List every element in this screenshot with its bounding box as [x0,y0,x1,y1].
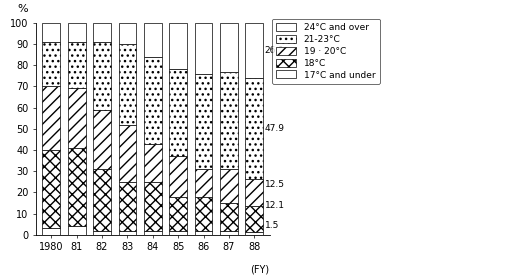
Bar [68,88,85,148]
Bar [144,57,162,144]
Bar [246,23,263,78]
Bar [195,230,212,235]
Bar [68,148,85,226]
Bar [93,230,111,235]
Bar [246,206,263,232]
Bar [195,23,212,74]
Bar [195,169,212,197]
Bar [169,69,187,156]
Bar [68,23,85,42]
Bar [42,150,60,229]
Text: %: % [17,4,28,14]
Legend: 24°C and over, 21-23°C, 19 · 20°C, 18°C, 17°C and under: 24°C and over, 21-23°C, 19 · 20°C, 18°C,… [272,18,380,84]
Text: 12.1: 12.1 [265,201,285,210]
Bar [220,71,238,169]
Text: 12.5: 12.5 [265,180,285,189]
Bar [195,74,212,169]
Bar [169,230,187,235]
Bar [42,42,60,86]
Bar [246,179,263,206]
Bar [68,42,85,88]
Bar [144,144,162,182]
Bar [42,23,60,42]
Bar [220,169,238,203]
Bar [119,44,136,124]
Bar [144,182,162,230]
Bar [93,110,111,169]
Bar [42,229,60,235]
Bar [93,42,111,110]
Bar [220,230,238,235]
Bar [144,23,162,57]
Bar [169,197,187,230]
Bar [93,169,111,230]
Text: 26.1: 26.1 [265,46,285,55]
Bar [119,23,136,44]
Bar [119,230,136,235]
Bar [144,230,162,235]
Text: 1.5: 1.5 [265,221,279,230]
Bar [93,23,111,42]
Bar [42,86,60,150]
Bar [169,156,187,197]
Bar [68,226,85,235]
Text: 47.9: 47.9 [265,124,285,133]
Bar [220,23,238,71]
Bar [169,23,187,69]
Bar [195,197,212,230]
Bar [220,203,238,230]
Bar [246,78,263,179]
Bar [119,124,136,182]
Text: (FY): (FY) [250,264,270,275]
Bar [246,232,263,235]
Bar [119,182,136,230]
